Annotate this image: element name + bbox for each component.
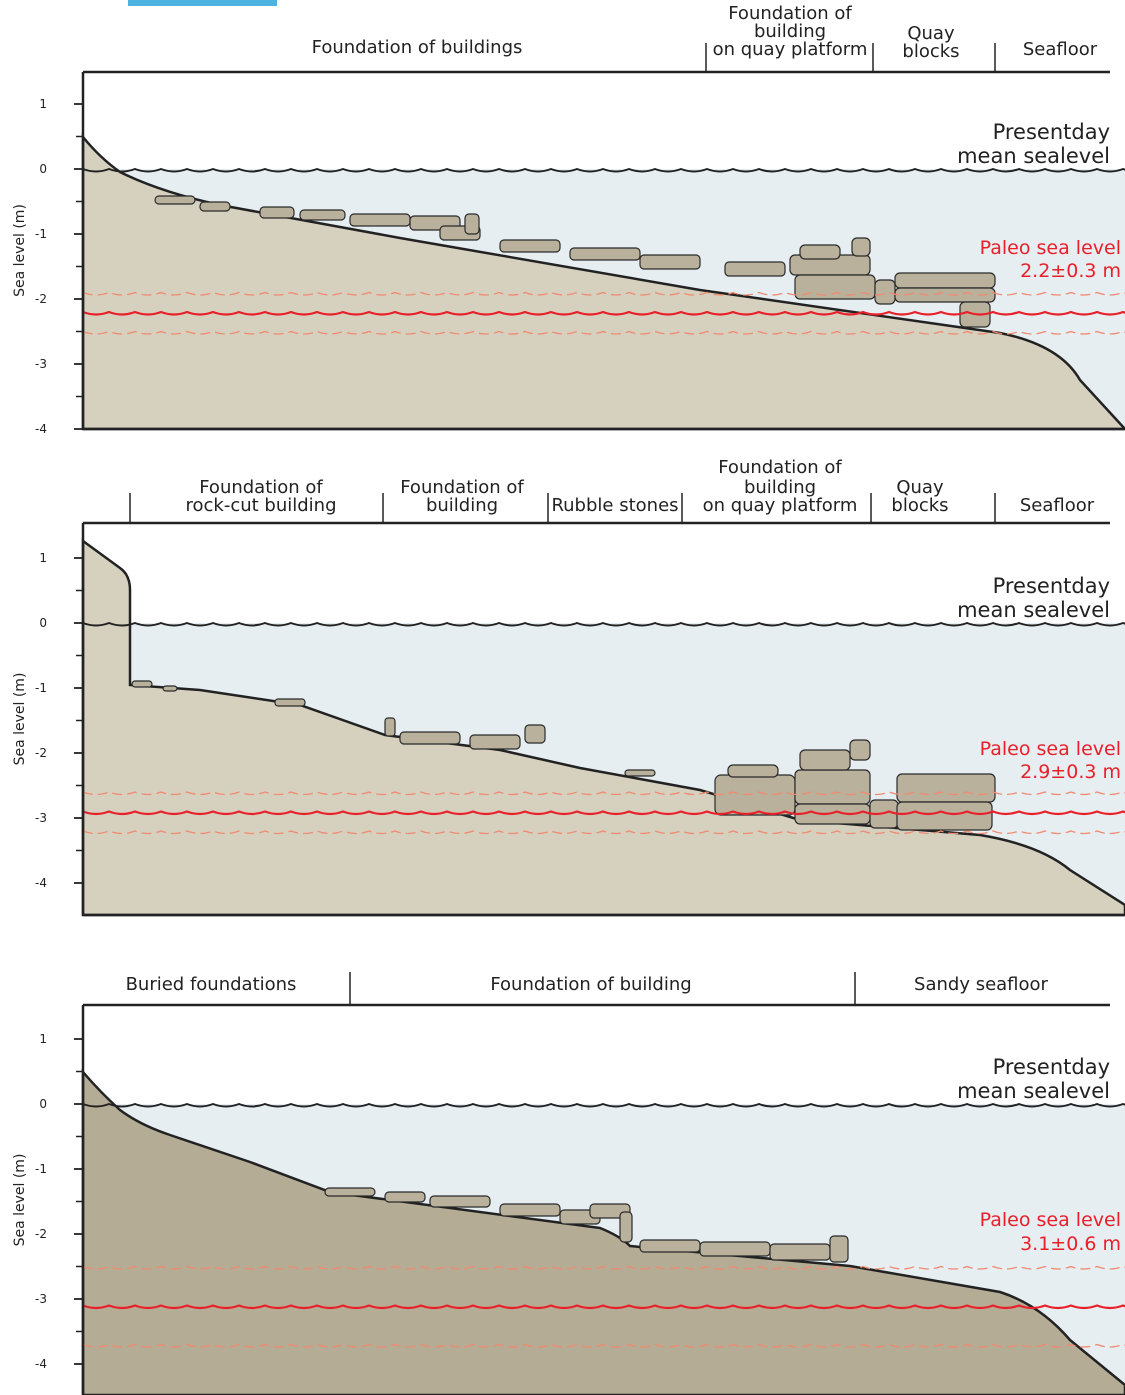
zone-label: rock-cut building: [185, 495, 336, 516]
present-sea-level-label: mean sealevel: [957, 144, 1110, 168]
present-sea-level-label: mean sealevel: [957, 1079, 1110, 1103]
y-axis-label: Sea level (m): [12, 204, 28, 297]
zone-label: building: [426, 495, 498, 516]
y-axis-label: Sea level (m): [12, 673, 28, 766]
paleo-value: 3.1±0.6 m: [1020, 1233, 1121, 1255]
zone-label: Rubble stones: [551, 495, 678, 516]
y-tick-label: 1: [39, 551, 47, 565]
corner-tab: [128, 0, 277, 6]
y-tick-label: -2: [35, 292, 47, 306]
zone-label: blocks: [891, 495, 948, 516]
y-axis-label: Sea level (m): [12, 1154, 28, 1247]
zone-label: Foundation of building: [490, 974, 691, 995]
figure: 1 0 -1 -2 -3 -4 Sea level (m) Foundation of bui…: [0, 0, 1125, 1395]
y-tick-label: -4: [35, 1357, 47, 1371]
present-sea-level-label: Presentday: [993, 1055, 1110, 1079]
y-tick-label: 0: [39, 1097, 47, 1111]
y-tick-label: -2: [35, 1227, 47, 1241]
paleo-value: 2.2±0.3 m: [1020, 260, 1121, 282]
zone-label: Sandy seafloor: [914, 974, 1049, 995]
y-tick-label: 1: [39, 97, 47, 111]
y-tick-label: 0: [39, 162, 47, 176]
y-tick-label: -3: [35, 357, 47, 371]
zone-label: on quay platform: [703, 495, 858, 516]
zone-label: Buried foundations: [126, 974, 297, 995]
y-tick-label: 0: [39, 616, 47, 630]
present-sea-level-label: Presentday: [993, 120, 1110, 144]
zone-label: Seafloor: [1023, 39, 1098, 60]
y-tick-label: -3: [35, 811, 47, 825]
zone-label: Seafloor: [1020, 495, 1095, 516]
present-sea-level-label: Presentday: [993, 574, 1110, 598]
zone-label: on quay platform: [713, 39, 868, 60]
zone-label: Foundation of: [718, 457, 842, 478]
paleo-label: Paleo sea level: [980, 738, 1121, 760]
y-tick-label: -1: [35, 681, 47, 695]
y-tick-label: -1: [35, 1162, 47, 1176]
y-tick-label: -3: [35, 1292, 47, 1306]
y-tick-label: 1: [39, 1032, 47, 1046]
y-tick-label: -1: [35, 227, 47, 241]
zone-label: Foundation of buildings: [312, 37, 523, 58]
paleo-label: Paleo sea level: [980, 237, 1121, 259]
paleo-value: 2.9±0.3 m: [1020, 761, 1121, 783]
present-sea-level-label: mean sealevel: [957, 598, 1110, 622]
zone-label: blocks: [902, 41, 959, 62]
y-tick-label: -4: [35, 422, 47, 436]
y-tick-label: -4: [35, 876, 47, 890]
paleo-label: Paleo sea level: [980, 1209, 1121, 1231]
y-tick-label: -2: [35, 746, 47, 760]
